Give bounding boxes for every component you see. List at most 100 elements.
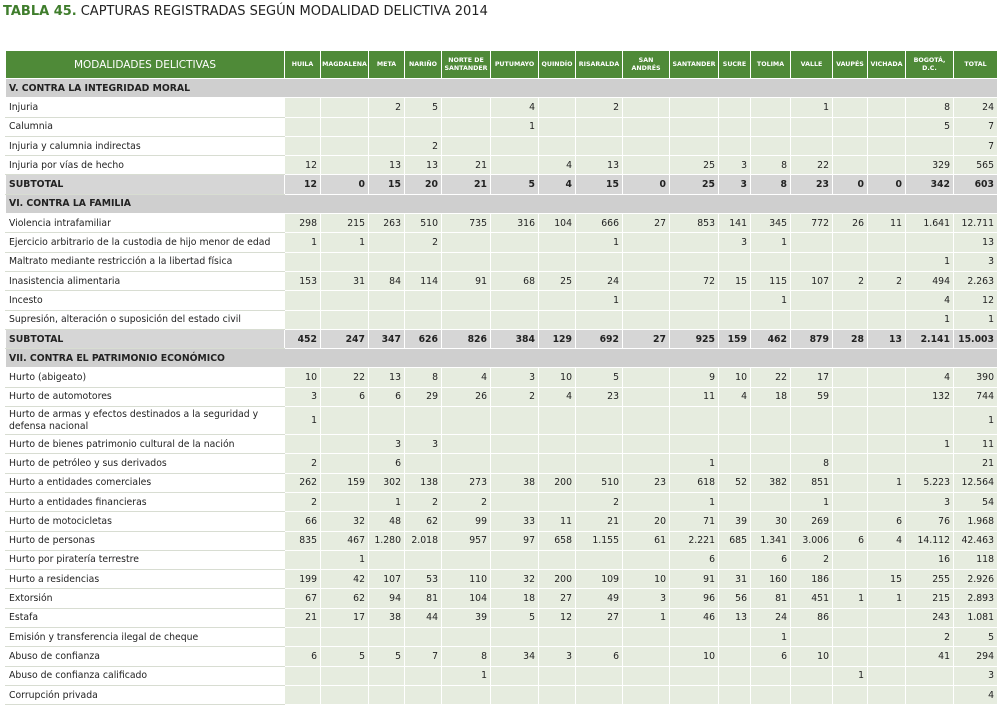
cell: 451 — [790, 588, 833, 609]
cell: 467 — [320, 530, 369, 551]
column-header: SUCRE — [718, 50, 751, 79]
cell — [832, 97, 868, 118]
table-title: CAPTURAS REGISTRADAS SEGÚN MODALIDAD DEL… — [80, 4, 488, 19]
cell: 2 — [284, 491, 321, 513]
cell — [441, 453, 491, 474]
cell: 2 — [490, 386, 539, 408]
cell — [490, 309, 539, 330]
cell: 81 — [750, 588, 791, 609]
cell — [490, 155, 539, 176]
cell: 49 — [575, 588, 623, 609]
cell — [867, 434, 906, 455]
cell: 13 — [953, 232, 998, 253]
cell: 1 — [320, 549, 369, 571]
cell — [718, 309, 751, 330]
cell — [905, 453, 954, 474]
cell — [368, 684, 405, 705]
cell — [718, 665, 751, 686]
cell: 96 — [669, 588, 719, 609]
cell: 603 — [953, 174, 998, 195]
cell: 269 — [790, 511, 833, 532]
cell: 243 — [905, 607, 954, 629]
data-row: Hurto a residencias 199 42 107 53 110 32 200 109… — [5, 569, 998, 590]
cell: 22 — [320, 367, 369, 388]
row-label: SUBTOTAL — [5, 328, 285, 350]
cell — [832, 367, 868, 388]
cell — [867, 386, 906, 408]
data-row: Calumnia 1 5 7 — [5, 116, 998, 137]
cell: 91 — [669, 569, 719, 590]
cell — [832, 116, 868, 137]
cell — [790, 135, 833, 157]
row-label: Hurto por piratería terrestre — [5, 549, 285, 571]
cell — [538, 251, 576, 272]
cell — [575, 434, 623, 455]
cell: 1 — [622, 607, 670, 629]
cell — [867, 607, 906, 629]
row-label: Abuso de confianza calificado — [5, 665, 285, 686]
cell — [284, 665, 321, 686]
cell: 6 — [320, 386, 369, 408]
section-title: V. CONTRA LA INTEGRIDAD MORAL — [5, 77, 998, 99]
cell: 2 — [905, 627, 954, 648]
cell: 24 — [575, 270, 623, 292]
cell: 347 — [368, 328, 405, 350]
cell — [320, 406, 369, 436]
cell — [538, 453, 576, 474]
cell: 0 — [867, 174, 906, 195]
cell — [284, 116, 321, 137]
cell: 1 — [953, 406, 998, 436]
data-row: Hurto de motocicletas 66 32 48 62 99 33 11 21 20 7… — [5, 511, 998, 532]
cell — [368, 665, 405, 686]
cell — [368, 290, 405, 311]
cell: 4 — [953, 684, 998, 705]
cell: 52 — [718, 472, 751, 493]
cell — [750, 406, 791, 436]
cell: 62 — [404, 511, 442, 532]
cell: 13 — [368, 367, 405, 388]
cell: 23 — [622, 472, 670, 493]
title: TABLA 45. CAPTURAS REGISTRADAS SEGÚN MODA… — [3, 4, 488, 19]
row-label: Hurto a residencias — [5, 569, 285, 590]
cell — [622, 627, 670, 648]
cell: 24 — [750, 607, 791, 629]
cell: 129 — [538, 328, 576, 350]
cell: 273 — [441, 472, 491, 493]
cell: 31 — [718, 569, 751, 590]
cell — [832, 472, 868, 493]
cell: 1 — [832, 588, 868, 609]
cell: 2 — [404, 135, 442, 157]
cell — [867, 251, 906, 272]
cell — [320, 309, 369, 330]
cell — [832, 511, 868, 532]
cell: 8 — [750, 174, 791, 195]
cell: 4 — [490, 97, 539, 118]
cell — [832, 434, 868, 455]
cell: 1.968 — [953, 511, 998, 532]
cell: 1 — [750, 290, 791, 311]
cell — [718, 290, 751, 311]
cell — [404, 309, 442, 330]
cell — [718, 627, 751, 648]
cell — [669, 135, 719, 157]
subtotal-row: SUBTOTAL 12 0 15 20 21 5 4 15 0 25 3 8 23 0 0 342 603 — [5, 174, 998, 195]
cell — [832, 155, 868, 176]
cell — [368, 232, 405, 253]
cell: 21 — [953, 453, 998, 474]
column-header: SAN ANDRÉS — [622, 50, 670, 79]
cell — [284, 251, 321, 272]
data-row: Injuria 2 5 4 2 1 8 24 — [5, 97, 998, 118]
cell: 27 — [538, 588, 576, 609]
cell: 8 — [905, 97, 954, 118]
section-row: VII. CONTRA EL PATRIMONIO ECONÓMICO — [5, 348, 998, 369]
row-label: Injuria y calumnia indirectas — [5, 135, 285, 157]
cell — [404, 549, 442, 571]
cell: 5 — [320, 646, 369, 667]
cell: 29 — [404, 386, 442, 408]
column-header: VALLE — [790, 50, 833, 79]
column-header: HUILA — [284, 50, 321, 79]
cell: 6 — [368, 386, 405, 408]
data-row: Hurto de armas y efectos destinados a la… — [5, 406, 998, 436]
column-header: META — [368, 50, 405, 79]
